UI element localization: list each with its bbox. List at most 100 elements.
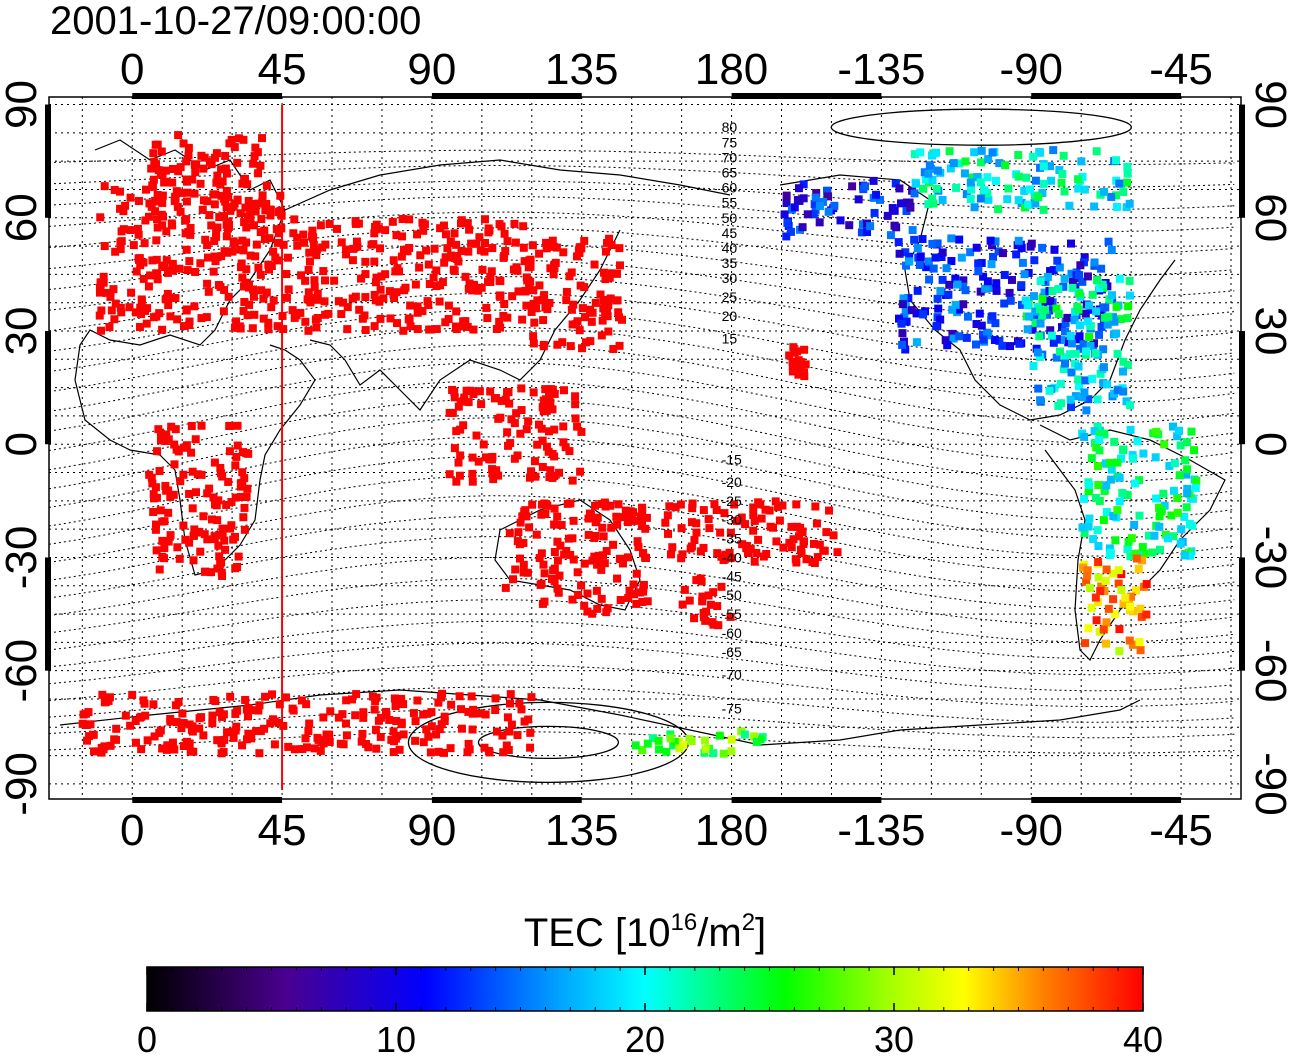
- frame-scale-bars: [45, 93, 1245, 803]
- tec-observation: [185, 489, 194, 498]
- tec-observation: [1048, 287, 1057, 296]
- tec-observation: [1180, 551, 1189, 560]
- tec-observation: [910, 150, 919, 159]
- tec-observation: [1089, 535, 1098, 544]
- tec-observation: [381, 270, 390, 279]
- tec-observation: [553, 340, 562, 349]
- tec-observation: [434, 747, 443, 756]
- tec-observation: [183, 266, 192, 275]
- tec-observation: [97, 326, 106, 335]
- tec-observation: [319, 739, 328, 748]
- tec-observation: [938, 248, 947, 257]
- tec-observation: [244, 729, 253, 738]
- x-tick-label-bottom: -135: [837, 806, 925, 855]
- tec-observation: [203, 535, 212, 544]
- tec-observation: [438, 278, 447, 287]
- tec-observation: [1106, 458, 1115, 467]
- tec-observation: [1090, 427, 1099, 436]
- tec-observation: [1091, 493, 1100, 502]
- y-tick-label-left: -60: [0, 639, 46, 703]
- tec-observation: [1071, 392, 1080, 401]
- magnetic-contour: [49, 362, 1235, 444]
- tec-observation: [470, 280, 479, 289]
- tec-observation: [726, 554, 735, 563]
- x-tick-label-top: -135: [837, 45, 925, 94]
- tec-observation: [1078, 172, 1087, 181]
- tec-observation: [1063, 313, 1072, 322]
- tec-observation: [476, 709, 485, 718]
- tec-observation: [369, 240, 378, 249]
- tec-observation: [1117, 454, 1126, 463]
- tec-observation: [172, 718, 181, 727]
- tec-observation: [895, 314, 904, 323]
- tec-observation: [522, 301, 531, 310]
- tec-observation: [443, 244, 452, 253]
- tec-observation: [757, 514, 766, 523]
- tec-observation: [227, 498, 236, 507]
- tec-observation: [704, 515, 713, 524]
- tec-observation: [824, 207, 833, 216]
- tec-observation: [298, 745, 307, 754]
- tec-observation: [618, 315, 627, 324]
- tec-observation: [546, 264, 555, 273]
- tec-observation: [529, 286, 538, 295]
- tec-observation: [217, 165, 226, 174]
- tec-observation: [151, 196, 160, 205]
- tec-observation: [754, 498, 763, 507]
- tec-observation: [614, 500, 623, 509]
- tec-observation: [690, 536, 699, 545]
- tec-observation: [468, 725, 477, 734]
- tec-observation: [1152, 427, 1161, 436]
- tec-observation: [172, 187, 181, 196]
- tec-observation: [1151, 453, 1160, 462]
- tec-observation: [413, 230, 422, 239]
- tec-observation: [671, 503, 680, 512]
- tec-observation: [947, 257, 956, 266]
- tec-observation: [275, 700, 284, 709]
- tec-observation: [915, 260, 924, 269]
- tec-observation: [347, 695, 356, 704]
- tec-observation: [809, 539, 818, 548]
- tec-observation: [134, 230, 143, 239]
- tec-observation: [1034, 193, 1043, 202]
- x-tick-label-top: 0: [120, 45, 144, 94]
- tec-observation: [233, 563, 242, 572]
- tec-observation: [182, 215, 191, 224]
- tec-observation: [1014, 236, 1023, 245]
- tec-observation: [1029, 292, 1038, 301]
- map-axes: 0045459090135135180180-135-135-90-90-45-…: [0, 45, 1292, 855]
- tec-observation: [526, 728, 535, 737]
- tec-observation: [252, 726, 261, 735]
- tec-observation: [351, 711, 360, 720]
- tec-observation: [254, 263, 263, 272]
- tec-observation: [149, 175, 158, 184]
- tec-observation: [539, 396, 548, 405]
- tec-observation: [139, 258, 148, 267]
- tec-observation: [678, 600, 687, 609]
- tec-observation: [576, 467, 585, 476]
- tec-observation: [675, 744, 684, 753]
- tec-observation: [966, 194, 975, 203]
- tec-observation: [928, 194, 937, 203]
- tec-observation: [233, 441, 242, 450]
- tec-observation: [169, 490, 178, 499]
- tec-observation: [1041, 305, 1050, 314]
- tec-observation: [213, 516, 222, 525]
- tec-observation: [126, 193, 135, 202]
- tec-observation: [916, 252, 925, 261]
- tec-observation: [450, 387, 459, 396]
- tec-observation: [213, 171, 222, 180]
- tec-observation: [1045, 306, 1054, 315]
- tec-observation: [1054, 310, 1063, 319]
- tec-observation: [97, 306, 106, 315]
- tec-observation: [1115, 179, 1124, 188]
- tec-observation: [974, 259, 983, 268]
- tec-observation: [1156, 507, 1165, 516]
- tec-observation: [1095, 435, 1104, 444]
- tec-observation: [342, 696, 351, 705]
- tec-observation: [586, 305, 595, 314]
- tec-observation: [1074, 184, 1083, 193]
- tec-observation: [1100, 429, 1109, 438]
- tec-observation: [713, 549, 722, 558]
- tec-observation: [1096, 587, 1105, 596]
